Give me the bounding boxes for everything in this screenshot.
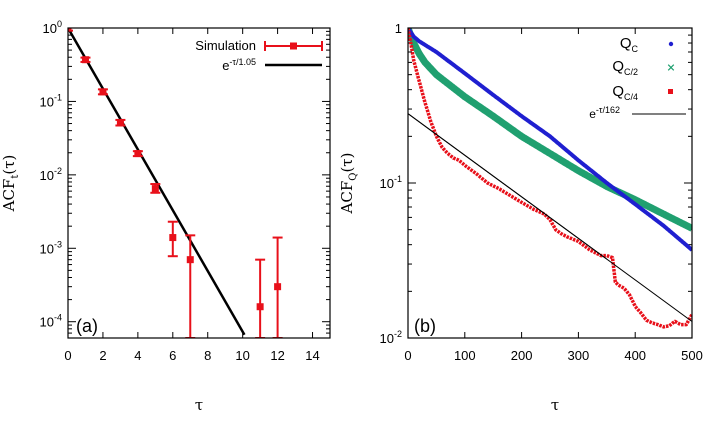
panel-b-plot — [408, 28, 692, 329]
a-ytick-label: 10-2 — [40, 166, 62, 183]
panel-b-xlabel: τ — [551, 396, 559, 414]
legend-label-fit: e-τ/1.05 — [222, 57, 256, 73]
a-xtick-label: 12 — [270, 348, 284, 363]
legend-marker-0 — [668, 41, 674, 47]
panel-a-xlabel: τ — [195, 396, 203, 414]
a-ytick-label: 10-1 — [40, 92, 62, 109]
fit-line — [68, 28, 246, 336]
series-0 — [408, 28, 692, 252]
a-ytick-label: 100 — [43, 19, 62, 36]
b-xtick-label: 500 — [681, 348, 703, 363]
panel-a-frame — [67, 27, 331, 339]
series-1 — [408, 28, 692, 232]
panel-b-label: (b) — [414, 316, 436, 336]
a-xtick-label: 6 — [169, 348, 176, 363]
a-xtick-label: 4 — [134, 348, 141, 363]
data-point — [151, 185, 159, 193]
svg-text:ACFt(τ): ACFt(τ) — [0, 155, 21, 213]
legend-label-simulation: Simulation — [195, 38, 256, 53]
series-2 — [408, 28, 692, 329]
data-point — [134, 150, 142, 158]
legend-marker-2 — [668, 89, 673, 94]
a-xtick-label: 14 — [305, 348, 319, 363]
legend-marker-simulation — [290, 42, 297, 50]
b-xtick-label: 400 — [624, 348, 646, 363]
svg-text:ACFQ(τ): ACFQ(τ) — [338, 153, 359, 215]
b-ytick-label: 10-1 — [380, 174, 402, 191]
panel-a-label: (a) — [76, 316, 98, 336]
a-ytick-label: 10-4 — [40, 313, 62, 330]
panel-a-ticks: 0 2 4 6 8 10 12 14 100 10-1 10-2 10-3 10-4 — [40, 19, 330, 363]
a-xtick-label: 0 — [64, 348, 71, 363]
a-xtick-label: 10 — [235, 348, 249, 363]
a-xtick-label: 8 — [204, 348, 211, 363]
panel-a-plot — [68, 28, 283, 338]
legend-label-3: e-τ/162 — [589, 105, 620, 121]
panel-b-ticks: 0 100 200 300 400 500 1 10-1 10-2 — [380, 21, 703, 363]
panel-b-frame — [407, 27, 693, 339]
b-xtick-label: 200 — [511, 348, 533, 363]
legend-marker-1: × — [666, 61, 675, 74]
b-ytick-label: 1 — [395, 21, 402, 36]
legend-label-1: QC/2 — [612, 58, 638, 77]
fit-line-4 — [408, 113, 608, 260]
panel-b-ylabel: ACFQ(τ) — [338, 153, 359, 215]
data-point — [256, 303, 264, 311]
a-ytick-label: 10-3 — [40, 239, 62, 256]
data-point — [81, 56, 89, 64]
data-point — [169, 234, 177, 242]
b-xtick-label: 100 — [454, 348, 476, 363]
data-point — [274, 283, 282, 291]
data-point — [116, 119, 124, 127]
panel-a-ylabel: ACFt(τ) — [0, 155, 21, 213]
panel-a: 0 2 4 6 8 10 12 14 100 10-1 10-2 10-3 10-4 (a) τ ACF… — [0, 19, 331, 414]
data-point — [68, 28, 72, 32]
data-point — [186, 256, 194, 264]
legend-label-0: QC — [620, 35, 639, 54]
b-ytick-label: 10-2 — [380, 329, 402, 346]
panel-a-legend: Simulation e-τ/1.05 — [195, 38, 323, 73]
legend-label-2: QC/4 — [612, 83, 638, 102]
a-xtick-label: 2 — [99, 348, 106, 363]
b-xtick-label: 0 — [404, 348, 411, 363]
panel-b-legend: QC QC/2 × QC/4 e-τ/162 — [589, 35, 686, 121]
data-point — [99, 88, 107, 96]
b-xtick-label: 300 — [568, 348, 590, 363]
